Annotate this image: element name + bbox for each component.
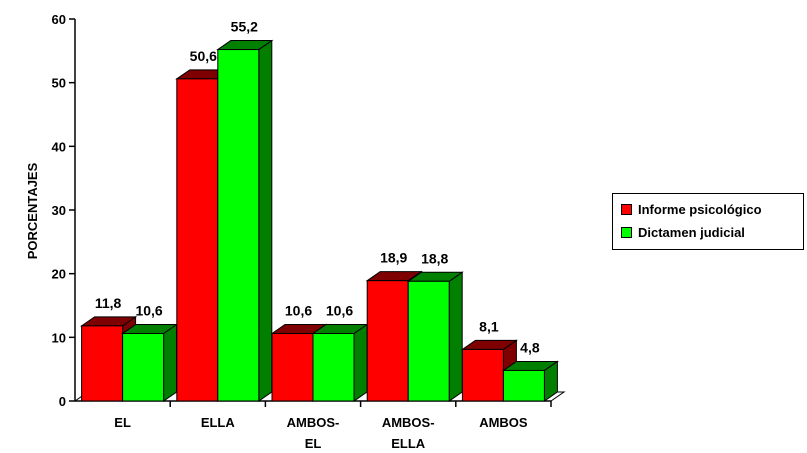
bar-dictamen-judicial <box>120 323 179 402</box>
data-label: 55,2 <box>231 19 258 35</box>
x-tick-label: AMBOS <box>479 415 528 430</box>
data-label: 50,6 <box>190 48 217 64</box>
bar-front <box>81 325 124 402</box>
legend-item-dictamen-judicial: Dictamen judicial <box>621 225 745 240</box>
bar-side <box>353 323 368 402</box>
x-tick-label: AMBOS-ELLA <box>382 415 435 451</box>
bar-front <box>312 333 355 402</box>
bar-side <box>163 323 178 402</box>
data-label: 18,9 <box>380 250 407 266</box>
bar-front <box>366 280 409 402</box>
y-tick-label: 60 <box>52 12 66 27</box>
x-tick-label: ELLA <box>201 415 236 430</box>
chart-bars <box>79 39 560 402</box>
bar-front <box>407 280 450 402</box>
data-label: 10,6 <box>135 303 162 319</box>
bar-side <box>448 271 463 402</box>
y-tick-label: 10 <box>52 330 66 345</box>
chart-labels: 11,8 10,6 50,6 55,2 10,6 10,6 18,9 18,8 8,1 4,8 <box>95 19 540 356</box>
data-label: 8,1 <box>479 318 499 334</box>
bar-front <box>122 333 165 402</box>
x-tick-label: EL <box>114 415 131 430</box>
bar-dictamen-judicial <box>216 39 274 402</box>
legend-swatch-green <box>621 227 632 238</box>
y-tick-label: 40 <box>52 139 66 154</box>
x-tick-label: AMBOS-EL <box>287 415 340 451</box>
legend-item-informe-psicologico: Informe psicológico <box>621 202 762 217</box>
bar-dictamen-judicial <box>501 360 560 402</box>
chart-legend: Informe psicológico Dictamen judicial <box>612 193 804 250</box>
bar-front <box>176 78 219 402</box>
legend-swatch-red <box>621 204 632 215</box>
y-tick-label: 20 <box>52 267 66 282</box>
y-tick-label: 0 <box>59 394 66 409</box>
data-label: 10,6 <box>326 303 353 319</box>
bar-front <box>461 348 504 402</box>
data-label: 10,6 <box>285 303 312 319</box>
bar-front <box>217 49 260 402</box>
bar-front <box>502 369 545 402</box>
legend-label: Dictamen judicial <box>638 225 745 240</box>
y-tick-label: 50 <box>52 76 66 91</box>
data-label: 18,8 <box>421 250 448 266</box>
bar-front <box>271 333 314 402</box>
data-label: 4,8 <box>520 339 540 355</box>
bar-dictamen-judicial <box>311 323 369 402</box>
y-tick-label: 30 <box>52 203 66 218</box>
y-axis-label: PORCENTAJES <box>25 162 40 259</box>
legend-label: Informe psicológico <box>638 202 762 217</box>
bar-side <box>258 39 273 402</box>
bar-dictamen-judicial <box>406 271 464 402</box>
data-label: 11,8 <box>95 295 122 311</box>
